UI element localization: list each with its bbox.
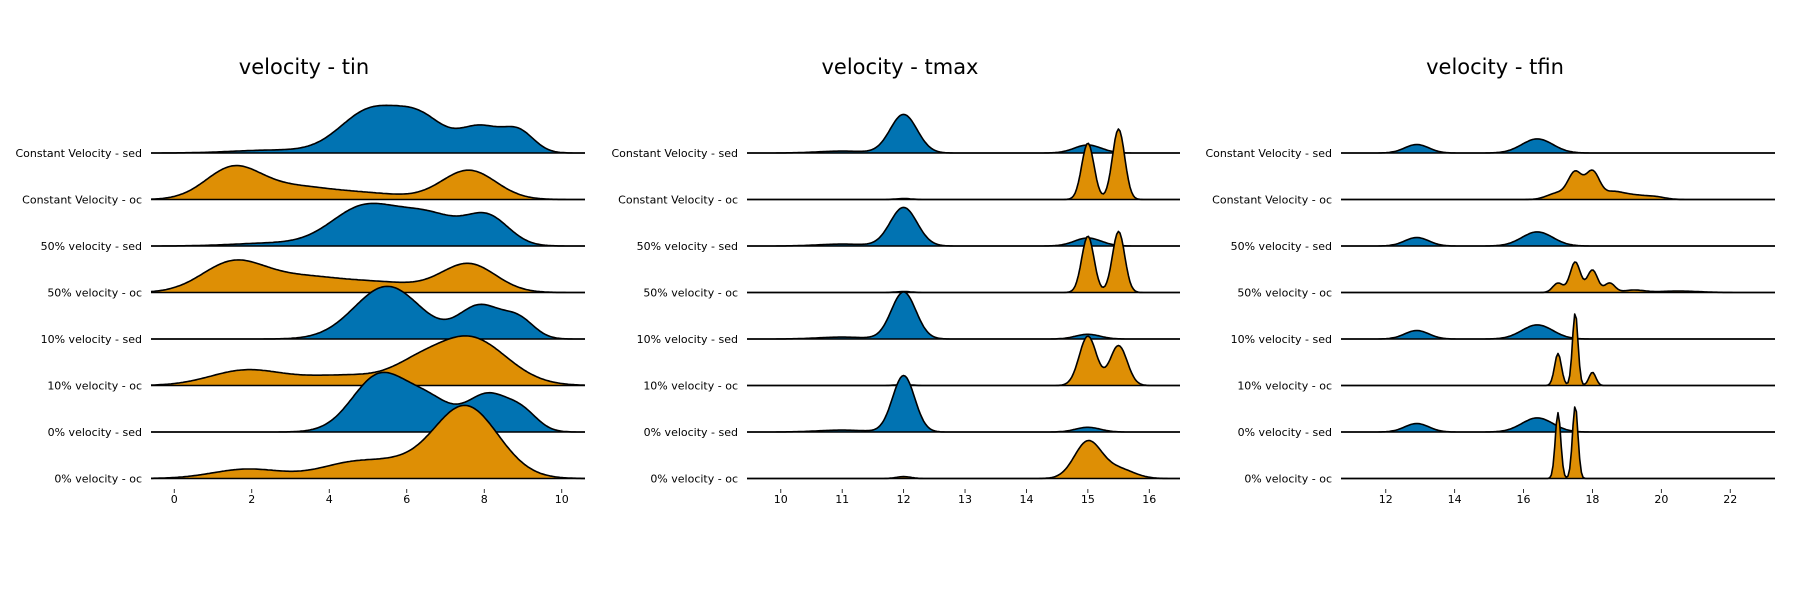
row-label: 10% velocity - sed: [41, 333, 142, 346]
ridge-outline: [150, 259, 585, 294]
x-tick-label: 13: [958, 493, 972, 506]
row-label: 0% velocity - oc: [650, 473, 738, 486]
ridge-10pct-velocity-oc: [747, 335, 1180, 387]
ridge-constant-velocity-oc: [150, 164, 585, 201]
ridge-fill: [1341, 262, 1775, 293]
ridge-fill: [151, 105, 585, 153]
x-tick-label: 16: [1142, 493, 1156, 506]
ridge-fill: [747, 336, 1180, 386]
ridge-0pct-velocity-oc: [1341, 406, 1775, 480]
ridge-fill: [747, 231, 1180, 293]
row-label: 50% velocity - oc: [47, 287, 142, 300]
ridge-fill: [1341, 170, 1775, 200]
panel-velocity-tin: velocity - tin Constant Velocity - sed Con…: [15, 55, 586, 506]
ridge-fill: [151, 286, 585, 339]
ridge-constant-velocity-sed: [747, 113, 1180, 154]
ridge-outline: [151, 404, 585, 480]
ridge-fill: [1341, 324, 1775, 339]
row-label: 50% velocity - sed: [1231, 240, 1332, 253]
ridge-50pct-velocity-sed: [1341, 231, 1775, 247]
row-label: 10% velocity - sed: [1231, 333, 1332, 346]
ridge-outline: [151, 104, 585, 154]
ridge-50pct-velocity-oc: [150, 259, 585, 294]
panel-title: velocity - tmax: [822, 55, 979, 79]
x-tick-label: 4: [326, 493, 333, 506]
ridge-fill: [1341, 407, 1775, 479]
x-tick-label: 14: [1448, 493, 1462, 506]
ridge-fill: [747, 291, 1180, 339]
panel-title: velocity - tfin: [1426, 55, 1564, 79]
panel-title: velocity - tin: [239, 55, 369, 79]
ridge-fill: [1341, 314, 1775, 386]
x-tick-label: 12: [897, 493, 911, 506]
ridge-outline: [150, 164, 585, 201]
row-label: 10% velocity - oc: [1237, 380, 1332, 393]
row-label: Constant Velocity - oc: [618, 194, 738, 207]
ridge-fill: [747, 440, 1180, 479]
x-tick-label: 22: [1723, 493, 1737, 506]
row-label: 0% velocity - oc: [54, 473, 142, 486]
ridge-outline: [747, 291, 1180, 340]
row-label: 50% velocity - oc: [1237, 287, 1332, 300]
ridge-50pct-velocity-oc: [1341, 261, 1775, 294]
ridge-fill: [151, 203, 585, 246]
row-label: Constant Velocity - oc: [1212, 194, 1332, 207]
ridge-10pct-velocity-sed: [1341, 324, 1775, 340]
x-tick-label: 20: [1654, 493, 1668, 506]
ridge-0pct-velocity-sed: [747, 374, 1180, 433]
ridge-10pct-velocity-oc: [150, 335, 586, 387]
x-tick-label: 8: [481, 493, 488, 506]
x-tick-label: 12: [1379, 493, 1393, 506]
ridge-fill: [151, 335, 585, 386]
ridge-constant-velocity-oc: [747, 128, 1180, 201]
x-tick-label: 0: [171, 493, 178, 506]
x-tick-label: 11: [835, 493, 849, 506]
ridge-0pct-velocity-oc: [151, 404, 585, 480]
row-label: 50% velocity - oc: [643, 287, 738, 300]
row-label: 0% velocity - sed: [644, 426, 738, 439]
ridge-fill: [151, 165, 585, 200]
x-tick-label: 15: [1081, 493, 1095, 506]
row-label: 0% velocity - sed: [48, 426, 142, 439]
row-label: 50% velocity - sed: [41, 240, 142, 253]
row-label: Constant Velocity - sed: [15, 147, 142, 160]
x-tick-label: 16: [1517, 493, 1531, 506]
x-tick-label: 10: [555, 493, 569, 506]
x-tick-label: 6: [403, 493, 410, 506]
x-tick-label: 14: [1019, 493, 1033, 506]
row-label: Constant Velocity - oc: [22, 194, 142, 207]
row-label: Constant Velocity - sed: [611, 147, 738, 160]
ridge-0pct-velocity-oc: [747, 439, 1180, 480]
row-label: 10% velocity - sed: [637, 333, 738, 346]
ridge-50pct-velocity-sed: [151, 202, 585, 247]
x-tick-label: 10: [774, 493, 788, 506]
ridge-constant-velocity-oc: [1341, 169, 1775, 201]
x-tick-label: 18: [1585, 493, 1599, 506]
panel-velocity-tmax: velocity - tmax Constant Velocity - sed Co…: [611, 55, 1180, 506]
ridge-10pct-velocity-sed: [151, 285, 585, 340]
row-label: Constant Velocity - sed: [1205, 147, 1332, 160]
row-label: 50% velocity - sed: [637, 240, 738, 253]
ridge-constant-velocity-sed: [1341, 138, 1775, 154]
ridge-10pct-velocity-sed: [747, 291, 1180, 340]
ridge-constant-velocity-sed: [151, 104, 585, 154]
row-label: 0% velocity - sed: [1238, 426, 1332, 439]
ridge-fill: [151, 405, 585, 479]
ridge-fill: [1341, 138, 1775, 153]
ridge-fill: [151, 259, 585, 293]
row-label: 10% velocity - oc: [47, 380, 142, 393]
ridge-outline: [151, 202, 585, 247]
ridge-outline: [150, 335, 586, 386]
ridge-fill: [1341, 231, 1775, 246]
ridge-50pct-velocity-oc: [747, 230, 1180, 294]
row-label: 10% velocity - oc: [643, 380, 738, 393]
x-tick-label: 2: [248, 493, 255, 506]
ridge-10pct-velocity-oc: [1341, 313, 1775, 387]
panel-velocity-tfin: velocity - tfin Constant Velocity - sed Co…: [1205, 55, 1775, 506]
ridge-50pct-velocity-sed: [747, 206, 1180, 247]
row-label: 0% velocity - oc: [1244, 473, 1332, 486]
